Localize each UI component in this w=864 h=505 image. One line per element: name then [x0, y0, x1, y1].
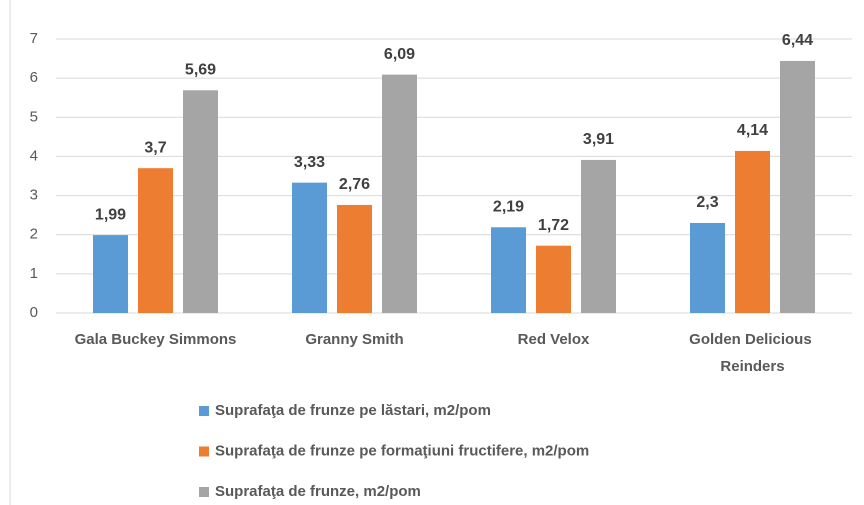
data-label: 5,69	[185, 61, 216, 78]
y-tick-label: 2	[30, 226, 38, 243]
legend-swatch	[199, 406, 209, 416]
data-label: 1,99	[95, 206, 126, 223]
bar	[581, 159, 616, 313]
legend-swatch	[199, 487, 209, 497]
bar	[536, 245, 571, 313]
data-label: 2,19	[493, 198, 524, 215]
x-tick-label: Granny Smith	[305, 331, 403, 348]
data-label: 3,91	[583, 131, 614, 148]
data-label: 2,3	[696, 194, 718, 211]
bar	[735, 150, 770, 313]
bar	[382, 74, 417, 314]
data-label: 6,44	[782, 32, 813, 49]
data-label: 3,7	[144, 139, 166, 156]
legend-label: Suprafaţa de frunze pe lăstari, m2/pom	[215, 402, 491, 419]
chart-border	[9, 0, 11, 505]
y-tick-label: 1	[30, 265, 38, 282]
y-tick-label: 7	[30, 30, 38, 47]
legend-label: Suprafaţa de frunze, m2/pom	[215, 483, 421, 500]
bar	[337, 204, 372, 313]
y-tick-label: 3	[30, 187, 38, 204]
data-label: 2,76	[339, 176, 370, 193]
data-label: 4,14	[737, 122, 768, 139]
data-label: 1,72	[538, 217, 569, 234]
bar	[93, 235, 128, 313]
bar	[780, 60, 815, 313]
y-tick-label: 5	[30, 108, 38, 125]
legend-label: Suprafaţa de frunze pe formaţiuni fructi…	[215, 442, 589, 459]
y-tick-label: 6	[30, 69, 38, 86]
x-tick-label: Gala Buckey Simmons	[75, 331, 237, 348]
x-tick-label: Golden Delicious Reinders	[689, 331, 816, 375]
bar	[491, 227, 526, 313]
y-tick-label: 4	[30, 147, 38, 164]
bar	[690, 222, 725, 313]
data-label: 3,33	[294, 154, 325, 171]
legend-swatch	[199, 446, 209, 457]
data-label: 6,09	[384, 46, 415, 63]
bar	[183, 90, 218, 313]
y-tick-label: 0	[30, 304, 38, 321]
bar	[292, 182, 327, 313]
x-tick-label: Red Velox	[518, 331, 590, 348]
bar	[138, 168, 173, 313]
